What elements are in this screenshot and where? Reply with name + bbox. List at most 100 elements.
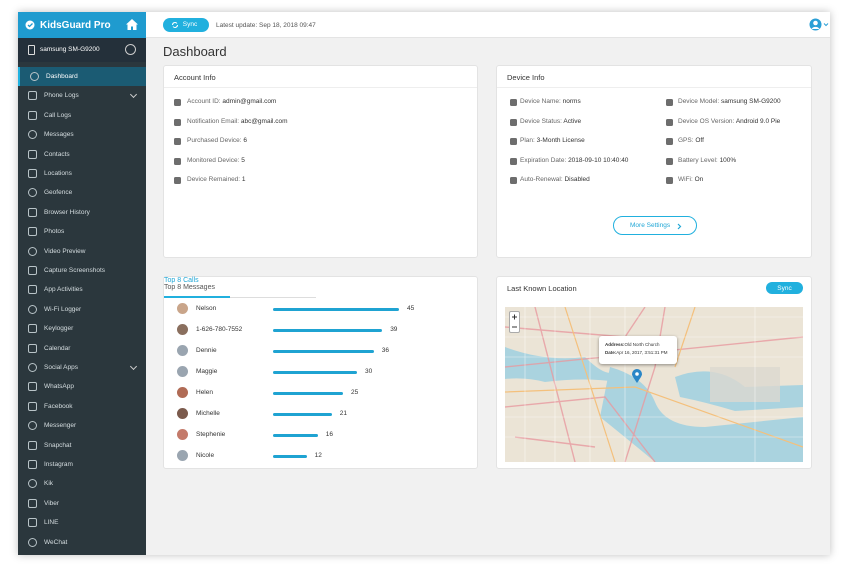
- menu-item[interactable]: App Activities: [18, 280, 146, 299]
- info-label: Expiration Date:: [520, 156, 567, 164]
- menu-item[interactable]: Wi-Fi Logger: [18, 300, 146, 319]
- menu-item[interactable]: WeChat: [18, 533, 146, 552]
- menu-icon: [28, 169, 37, 178]
- row-icon: [174, 157, 181, 165]
- tab[interactable]: Top 8 Messages: [164, 284, 215, 291]
- map-pin[interactable]: [632, 369, 642, 383]
- info-value: norms: [562, 98, 581, 105]
- menu-item[interactable]: LINE: [18, 513, 146, 532]
- menu-label: Messages: [44, 131, 74, 139]
- call-bar: [273, 455, 307, 458]
- menu-icon: [28, 110, 37, 120]
- row-icon: [174, 99, 181, 106]
- menu-item[interactable]: Keylogger: [18, 319, 146, 338]
- menu-item[interactable]: Messenger: [18, 416, 146, 435]
- map-sync-button[interactable]: Sync: [766, 282, 803, 294]
- contact-name: Dennie: [196, 347, 217, 354]
- map[interactable]: Address:Old North Church Date:Apr 16, 20…: [505, 307, 803, 462]
- menu-label: Snapchat: [44, 441, 72, 449]
- info-value: 1: [241, 176, 246, 183]
- menu-icon: [28, 363, 37, 372]
- call-count: 36: [381, 347, 390, 354]
- menu-icon: [28, 324, 37, 334]
- call-bar: [273, 350, 374, 353]
- info-label: Device Name:: [520, 98, 561, 105]
- menu-label: Call Logs: [44, 111, 72, 119]
- menu-item[interactable]: Locations: [18, 164, 146, 183]
- menu-icon: [28, 479, 37, 489]
- menu-label: Locations: [44, 170, 72, 177]
- info-label: GPS:: [678, 137, 694, 144]
- info-label: Device OS Version:: [678, 117, 735, 125]
- menu-item[interactable]: Snapchat: [18, 436, 146, 455]
- menu-item[interactable]: Instagram: [18, 455, 146, 474]
- sync-button[interactable]: Sync: [163, 18, 209, 32]
- last-update: Latest update: Sep 18, 2018 09:47: [216, 22, 316, 29]
- avatar: [177, 450, 188, 461]
- call-count: 16: [325, 431, 334, 438]
- menu-icon: [28, 227, 37, 237]
- info-label: Device Remained:: [187, 176, 241, 183]
- info-label: Purchased Device:: [187, 137, 242, 144]
- user-menu[interactable]: [809, 18, 829, 31]
- menu-label: App Activities: [44, 286, 83, 294]
- call-bar: [273, 329, 383, 332]
- menu-item[interactable]: Video Preview: [18, 242, 146, 261]
- menu-icon: [28, 401, 37, 411]
- row-icon: [510, 118, 517, 126]
- menu-label: Wi-Fi Logger: [44, 305, 82, 313]
- popup-date: Date:Apr 16, 2017, 3:51:31 PM: [605, 349, 677, 357]
- info-row: Plan: 3-Month License: [520, 137, 585, 144]
- menu-label: Instagram: [44, 461, 73, 468]
- menu-icon: [28, 518, 37, 528]
- menu-item[interactable]: Geofence: [18, 183, 146, 202]
- row-icon: [510, 138, 517, 145]
- row-icon: [510, 99, 517, 106]
- info-row: Device Status: Active: [520, 118, 581, 125]
- menu-item[interactable]: Phone Logs: [18, 86, 146, 105]
- menu-item[interactable]: WhatsApp: [18, 377, 146, 396]
- menu-item[interactable]: Photos: [18, 222, 146, 241]
- menu-item[interactable]: Dashboard: [18, 67, 146, 86]
- info-label: Monitored Device:: [187, 156, 240, 164]
- address-label: Address:: [605, 342, 625, 347]
- menu-item[interactable]: Calendar: [18, 339, 146, 358]
- contact-name: Michelle: [196, 410, 220, 417]
- zoom-control[interactable]: [509, 311, 520, 333]
- tab[interactable]: Top 8 Calls: [164, 277, 199, 284]
- info-row: Device OS Version: Android 9.0 Pie: [678, 118, 780, 125]
- menu-item[interactable]: Facebook: [18, 397, 146, 416]
- info-value: 100%: [719, 156, 737, 164]
- menu-label: Messenger: [44, 422, 77, 430]
- menu-label: Video Preview: [44, 247, 86, 255]
- row-icon: [666, 99, 673, 106]
- menu-item[interactable]: Capture Screenshots: [18, 261, 146, 280]
- info-value: abc@gmail.com: [240, 117, 288, 125]
- home-icon[interactable]: [126, 19, 138, 30]
- call-bar: [273, 308, 399, 311]
- menu-item[interactable]: Kik: [18, 474, 146, 493]
- chevron: [129, 362, 138, 371]
- info-row: Account ID: admin@gmail.com: [187, 98, 276, 105]
- call-count: 39: [390, 326, 398, 333]
- address-value: Old North Church: [624, 342, 660, 347]
- device-selector[interactable]: samsung SM-G9200: [18, 38, 146, 62]
- menu-item[interactable]: Messages: [18, 125, 146, 144]
- call-bar: [273, 413, 332, 416]
- brand-name: KidsGuard Pro: [40, 20, 111, 31]
- info-row: Device Model: samsung SM-G9200: [678, 98, 781, 105]
- call-bar: [273, 392, 343, 395]
- menu-item[interactable]: Viber: [18, 494, 146, 513]
- map-tiles: [505, 307, 803, 462]
- device-toggle[interactable]: [125, 44, 136, 55]
- avatar: [177, 345, 188, 356]
- info-row: Battery Level: 100%: [678, 157, 736, 164]
- menu-item[interactable]: Contacts: [18, 145, 146, 164]
- menu-item[interactable]: Browser History: [18, 203, 146, 222]
- more-settings-button[interactable]: More Settings: [613, 216, 697, 235]
- call-count: 25: [351, 389, 359, 396]
- menu-item[interactable]: Social Apps: [18, 358, 146, 377]
- menu-item[interactable]: Call Logs: [18, 106, 146, 125]
- call-count: 45: [407, 305, 415, 312]
- app-window: KidsGuard Pro samsung SM-G9200 Dashboard…: [18, 12, 830, 555]
